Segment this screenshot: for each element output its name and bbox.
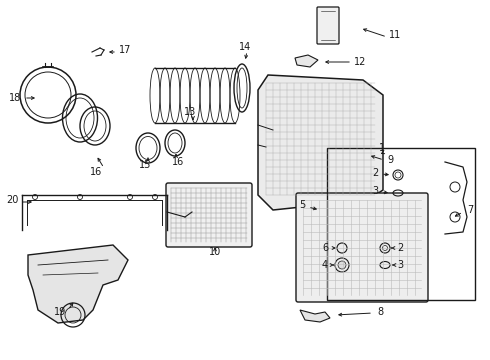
Text: 2: 2 [372,168,378,178]
FancyBboxPatch shape [166,183,252,247]
Text: 7: 7 [467,205,473,215]
Text: 10: 10 [209,247,221,257]
Text: 14: 14 [239,42,251,52]
Text: 9: 9 [387,155,393,165]
Circle shape [338,261,346,269]
Text: 15: 15 [139,160,151,170]
Text: 16: 16 [90,167,102,177]
Polygon shape [300,310,330,322]
Text: 13: 13 [184,107,196,117]
Polygon shape [28,245,128,323]
Text: 11: 11 [389,30,401,40]
Text: 3: 3 [397,260,403,270]
FancyBboxPatch shape [296,193,428,302]
Text: 3: 3 [372,186,378,196]
Text: 6: 6 [322,243,328,253]
Text: 19: 19 [54,307,66,317]
Text: 1: 1 [379,143,385,153]
Text: 8: 8 [377,307,383,317]
Polygon shape [295,55,318,67]
Text: 16: 16 [172,157,184,167]
Polygon shape [258,75,383,210]
Text: 2: 2 [397,243,403,253]
Text: 20: 20 [6,195,18,205]
Bar [327,148,475,300]
Text: 4: 4 [322,260,328,270]
FancyBboxPatch shape [317,7,339,44]
Text: 17: 17 [119,45,131,55]
Text: 12: 12 [354,57,366,67]
Text: 5: 5 [299,200,305,210]
Text: 18: 18 [9,93,21,103]
